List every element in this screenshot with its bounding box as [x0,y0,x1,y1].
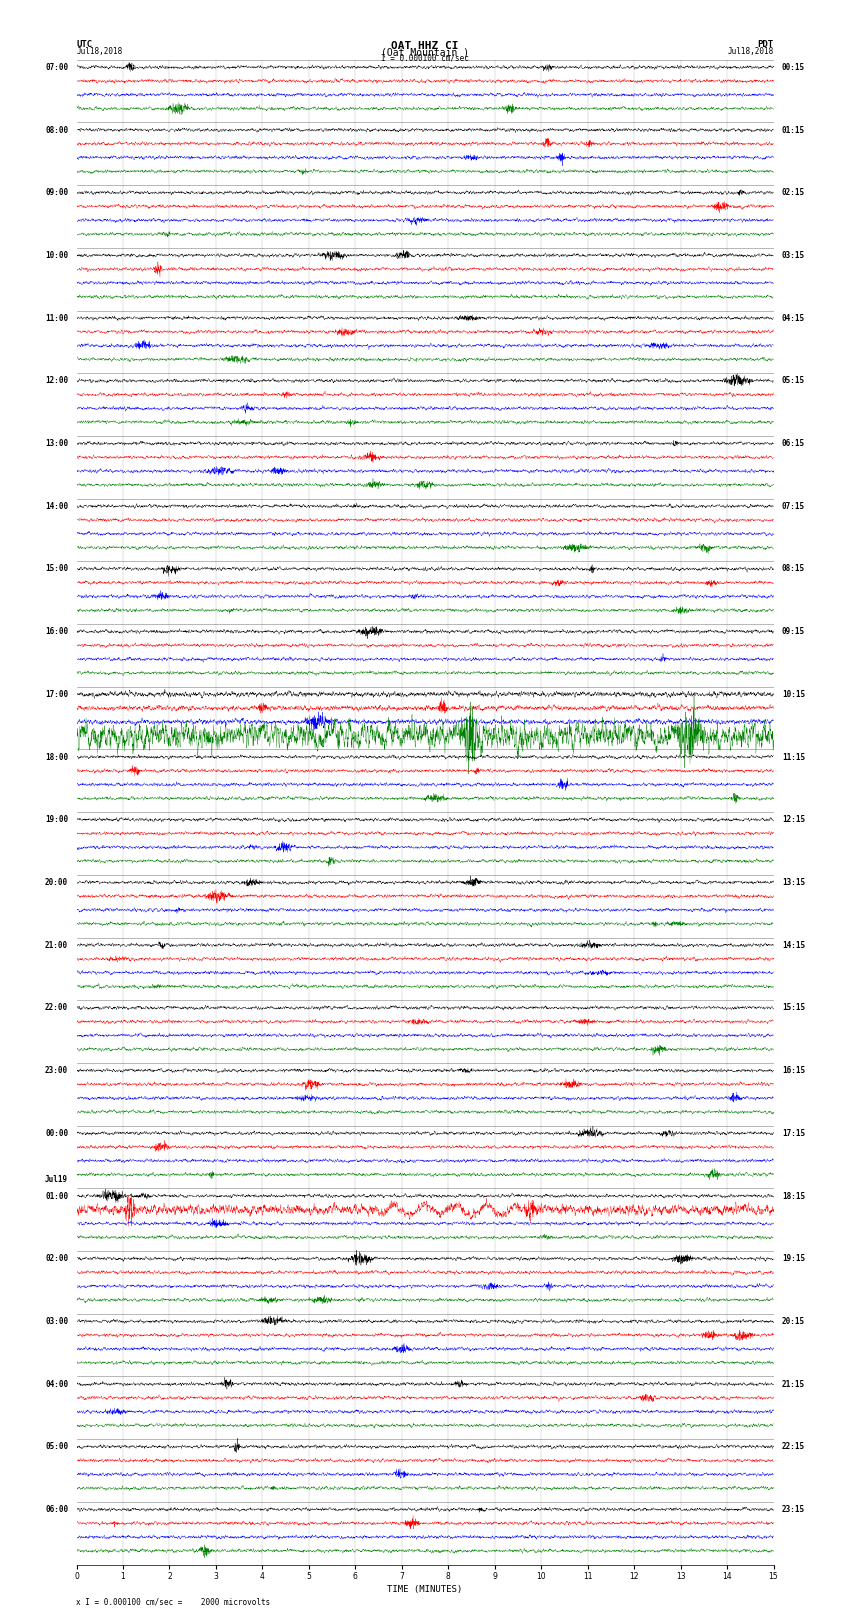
Text: 16:00: 16:00 [45,627,68,636]
Text: UTC: UTC [76,40,93,50]
Text: 04:15: 04:15 [782,313,805,323]
Text: 05:00: 05:00 [45,1442,68,1452]
Text: Jul19: Jul19 [45,1176,68,1184]
Text: 09:15: 09:15 [782,627,805,636]
Text: 02:00: 02:00 [45,1255,68,1263]
Text: 18:00: 18:00 [45,753,68,761]
Text: 13:15: 13:15 [782,877,805,887]
Text: 06:15: 06:15 [782,439,805,448]
Text: 15:15: 15:15 [782,1003,805,1013]
Text: 23:00: 23:00 [45,1066,68,1076]
Text: (Oat Mountain ): (Oat Mountain ) [381,47,469,58]
Text: 23:15: 23:15 [782,1505,805,1515]
Text: 10:15: 10:15 [782,690,805,698]
Text: 14:00: 14:00 [45,502,68,511]
Text: 04:00: 04:00 [45,1379,68,1389]
Text: 00:15: 00:15 [782,63,805,73]
X-axis label: TIME (MINUTES): TIME (MINUTES) [388,1584,462,1594]
Text: 03:15: 03:15 [782,252,805,260]
Text: 03:00: 03:00 [45,1316,68,1326]
Text: 19:00: 19:00 [45,815,68,824]
Text: 02:15: 02:15 [782,189,805,197]
Text: 06:00: 06:00 [45,1505,68,1515]
Text: 22:15: 22:15 [782,1442,805,1452]
Text: 01:15: 01:15 [782,126,805,134]
Text: 20:00: 20:00 [45,877,68,887]
Text: 11:15: 11:15 [782,753,805,761]
Text: 14:15: 14:15 [782,940,805,950]
Text: x I = 0.000100 cm/sec =    2000 microvolts: x I = 0.000100 cm/sec = 2000 microvolts [76,1597,271,1607]
Text: 12:15: 12:15 [782,815,805,824]
Text: 17:15: 17:15 [782,1129,805,1137]
Text: 08:15: 08:15 [782,565,805,574]
Text: OAT HHZ CI: OAT HHZ CI [391,40,459,50]
Text: 22:00: 22:00 [45,1003,68,1013]
Text: 05:15: 05:15 [782,376,805,386]
Text: 21:15: 21:15 [782,1379,805,1389]
Text: 16:15: 16:15 [782,1066,805,1076]
Text: 12:00: 12:00 [45,376,68,386]
Text: 21:00: 21:00 [45,940,68,950]
Text: Jul18,2018: Jul18,2018 [76,47,122,56]
Text: 20:15: 20:15 [782,1316,805,1326]
Text: 01:00: 01:00 [45,1192,68,1200]
Text: 08:00: 08:00 [45,126,68,134]
Text: Jul18,2018: Jul18,2018 [728,47,774,56]
Text: 13:00: 13:00 [45,439,68,448]
Text: 17:00: 17:00 [45,690,68,698]
Text: 11:00: 11:00 [45,313,68,323]
Text: 07:00: 07:00 [45,63,68,73]
Text: 07:15: 07:15 [782,502,805,511]
Text: 18:15: 18:15 [782,1192,805,1200]
Text: 10:00: 10:00 [45,252,68,260]
Text: 15:00: 15:00 [45,565,68,574]
Text: I = 0.000100 cm/sec: I = 0.000100 cm/sec [381,53,469,63]
Text: 09:00: 09:00 [45,189,68,197]
Text: 19:15: 19:15 [782,1255,805,1263]
Text: 00:00: 00:00 [45,1129,68,1137]
Text: PDT: PDT [757,40,774,50]
